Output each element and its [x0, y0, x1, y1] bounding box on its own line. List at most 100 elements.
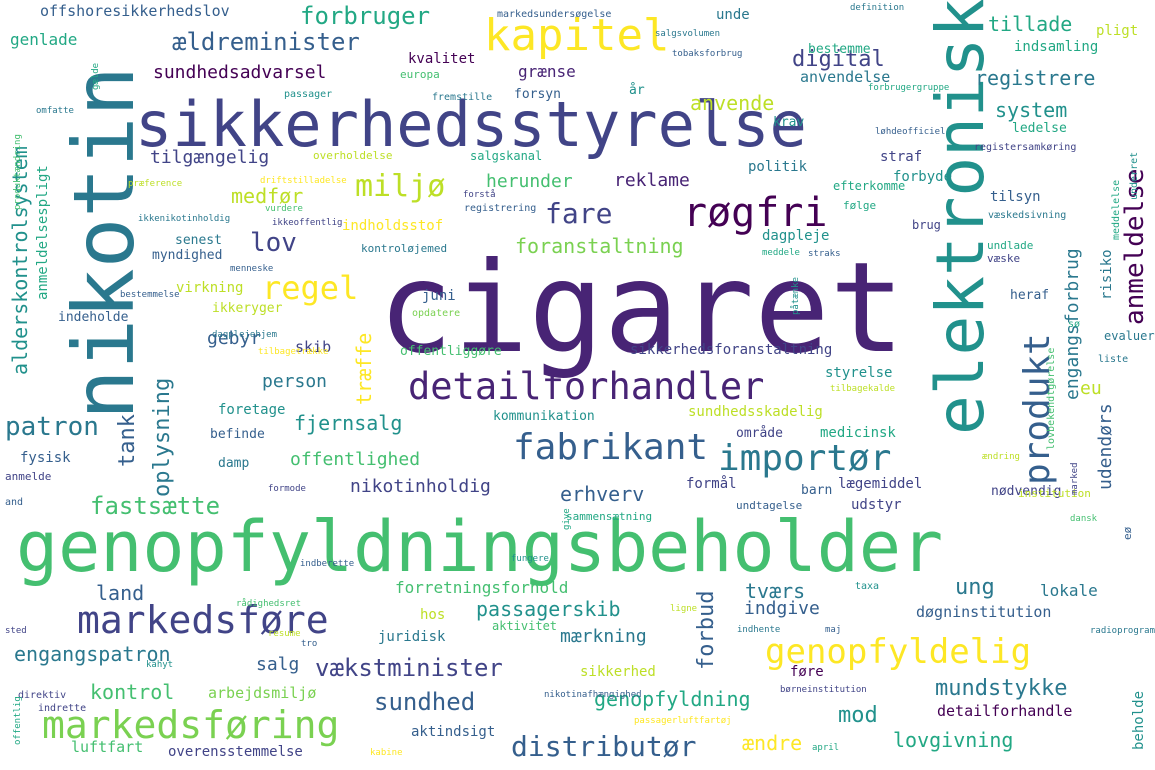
word-fastsaette: fastsætte	[90, 492, 221, 520]
word-resume: tro	[301, 639, 318, 649]
word-miljo: miljø	[355, 169, 446, 204]
word-patron: patron	[5, 412, 99, 442]
word-omraade: område	[736, 426, 783, 441]
word-heraf: liste	[1098, 354, 1129, 365]
word-ligne: aktivitet	[492, 619, 558, 633]
word-lovbekendtgorelse: eø	[1121, 526, 1134, 540]
word-arbejdsmiljo: arbejdsmiljø	[208, 684, 317, 702]
word-forbruger: forbruger	[300, 2, 431, 30]
word-forretningsforhold: forretningsforhold	[395, 578, 569, 597]
word-fabrikant: fabrikant	[513, 427, 709, 468]
word-person: person	[262, 371, 328, 392]
word-aar: pligt	[1096, 23, 1139, 39]
word-registrering: væskedsivning	[988, 210, 1067, 221]
word-salgsvolumen: tobaksforbrug	[672, 49, 743, 59]
word-anmelde: formode	[268, 484, 306, 494]
word-tilbagekalde: forbrugergruppe	[868, 83, 950, 93]
word-indeholde: bestemmelse	[120, 290, 180, 300]
word-straf: straf	[880, 149, 923, 165]
word-ikkeryger: ikkeryger	[212, 301, 283, 316]
word-undlade: væske	[987, 252, 1021, 265]
word-tilbagetraekke: tilbagekalde	[830, 384, 896, 394]
word-fremstille: år	[629, 83, 645, 98]
word-mundstykke: mundstykke	[935, 676, 1068, 701]
word-kontrol: kontrol	[90, 680, 175, 704]
word-driftstilladelse: ikkenikotinholdig	[138, 214, 231, 224]
word-kabine: april	[812, 743, 840, 753]
word-markedsforing: markedsføring	[42, 703, 340, 747]
word-maerkning: mærkning	[560, 626, 647, 647]
word-krav: ledelse	[1012, 121, 1067, 136]
word-radioprogram: kahyt	[146, 660, 174, 670]
word-mod: mod	[838, 703, 878, 728]
word-opdatere: opdatere	[412, 308, 461, 319]
word-graense: grænse	[518, 62, 576, 81]
word-styrelse: styrelse	[825, 365, 893, 381]
word-fjernsalg: fjernsalg	[294, 411, 403, 435]
word-nikotinholdig: nikotinholdig	[350, 476, 491, 497]
word-praeference: driftstilladelse	[260, 176, 347, 186]
word-senest: senest	[175, 233, 222, 248]
word-luftfart: luftfart	[71, 738, 144, 756]
word-nikotinafhaengighed: børneinstitution	[780, 685, 867, 695]
word-sted: resume	[268, 629, 301, 639]
word-efterkomme: efterkomme	[833, 179, 906, 193]
word-traeffe: træffe	[352, 332, 376, 405]
word-detailforhandle: detailforhandle	[937, 702, 1073, 720]
word-offshoresikkerhedslov: offshoresikkerhedslov	[40, 2, 230, 20]
word-reklame: reklame	[614, 170, 690, 191]
word-dognginstitution: døgninstitution	[916, 603, 1052, 621]
word-meddelelse: menneske	[230, 264, 274, 274]
word-aendring: marked	[1070, 462, 1080, 495]
word-eo: nødvendig	[991, 484, 1062, 499]
word-so: evaluering	[1104, 329, 1155, 343]
word-sundhedsadvarsel: sundhedsadvarsel	[153, 62, 327, 83]
word-forbud: forbud	[694, 590, 719, 670]
word-barn: barn	[801, 483, 833, 498]
word-aktivitet: indhente	[737, 625, 781, 635]
word-institution: underret	[1129, 151, 1140, 200]
word-salg: salg	[256, 654, 300, 675]
word-importor: importør	[718, 438, 892, 479]
word-udstyr: udstyr	[851, 497, 902, 513]
word-pligt: unde	[716, 7, 750, 23]
word-juridisk: juridisk	[378, 629, 446, 645]
word-registreringspligt: beholde	[1131, 690, 1147, 750]
word-befinde: befinde	[210, 427, 265, 442]
word-overensstemmelse: overensstemmelse	[168, 744, 303, 760]
word-system: system	[995, 98, 1068, 122]
word-juni: juni	[422, 288, 456, 304]
word-underret: markedsundersøgelse	[497, 9, 612, 20]
word-fysisk: fysisk	[20, 450, 71, 466]
word-dagplejehjem: tilbagetrække	[258, 347, 329, 357]
word-detailforhandler: detailforhandler	[408, 365, 765, 408]
word-genopfyldning: genopfyldning	[594, 687, 751, 711]
word-raadighedsret: taxa	[855, 581, 880, 592]
word-ledelse: forsyn	[514, 87, 561, 102]
word-ikkenikotinholdig: vurdere	[265, 204, 303, 214]
word-indrette: offentlig	[13, 696, 23, 745]
word-evaluering: lovbekendtgørelse	[1046, 347, 1057, 450]
word-indgive: indgive	[744, 598, 820, 619]
word-kahyt: direktiv	[18, 690, 67, 701]
word-foretage: foretage	[218, 402, 286, 418]
word-dagpleje: dagpleje	[762, 228, 830, 244]
word-foranstaltning: foranstaltning	[515, 234, 684, 258]
word-gaelde: omfatte	[36, 106, 74, 116]
word-anvendelse: anvendelse	[800, 68, 891, 86]
word-medfor: medfør	[231, 184, 304, 208]
word-sikkerhedsforanstaltning: sikkerhedsforanstaltning	[630, 342, 833, 358]
word-tvaers: tværs	[745, 579, 806, 603]
word-virkning: virkning	[176, 280, 244, 296]
word-forbyde: forbyde	[893, 169, 953, 185]
word-direktiv: indrette	[38, 703, 87, 714]
word-lovgivning: lovgivning	[893, 728, 1014, 752]
word-risiko: risiko	[1099, 249, 1115, 300]
word-tobaksforbrug: passager	[284, 89, 333, 100]
word-kommunikation: kommunikation	[493, 409, 595, 424]
word-medicinsk: medicinsk	[820, 425, 896, 441]
word-vurdere: ikkeoffentlig	[272, 218, 343, 228]
word-kvalitet: kvalitet	[408, 51, 476, 67]
word-vaeskedsivning: meddelelse	[1111, 179, 1122, 240]
word-engangspatron: engangspatron	[14, 642, 171, 666]
